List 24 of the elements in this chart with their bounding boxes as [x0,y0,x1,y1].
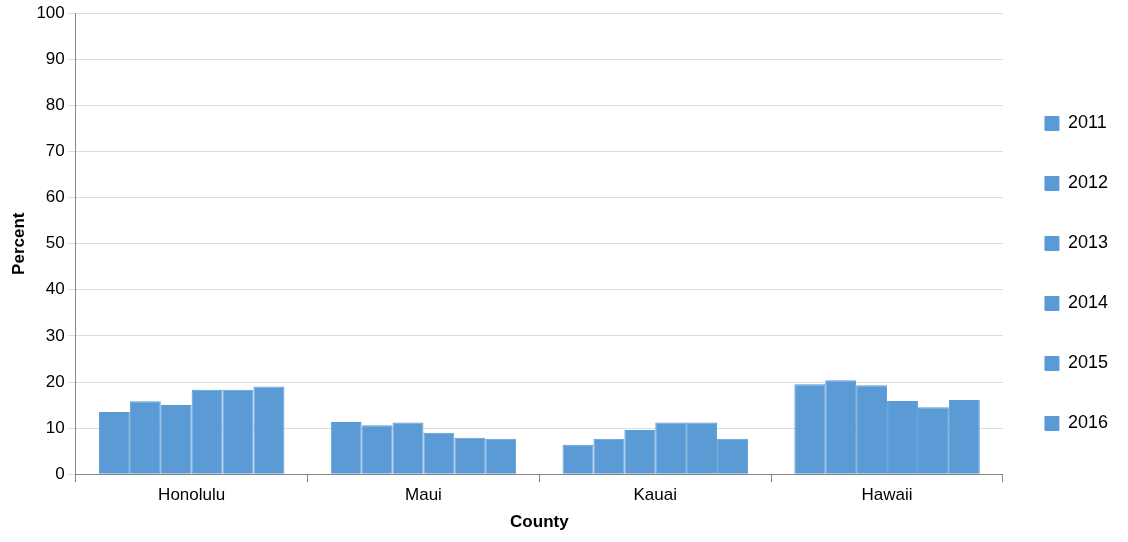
bar [330,422,362,474]
y-tick-label: 80 [45,95,65,115]
y-tick-label: 90 [45,48,65,68]
legend-label: 2012 [1067,172,1108,193]
legend-label: 2013 [1067,232,1108,253]
legend-label: 2011 [1067,112,1107,133]
y-tick-label: 100 [36,2,65,22]
x-tick-label: Honolulu [158,485,226,505]
y-axis-title: Percent [8,212,28,275]
x-tick-label: Hawaii [861,485,913,505]
legend-label: 2014 [1067,292,1108,313]
y-tick-label: 70 [45,141,65,161]
y-tick-label: 50 [45,233,65,253]
y-tick-label: 10 [45,417,65,437]
y-tick-label: 30 [45,325,65,345]
legend-label: 2016 [1067,412,1108,433]
y-tick-label: 20 [45,371,65,391]
y-tick-label: 60 [45,187,65,207]
legend-label: 2015 [1067,352,1108,373]
x-tick-label: Maui [405,485,442,505]
x-axis-title: County [510,512,570,532]
y-tick-label: 40 [45,279,65,299]
x-tick-label: Kauai [633,485,677,505]
y-tick-label: 0 [55,463,65,483]
